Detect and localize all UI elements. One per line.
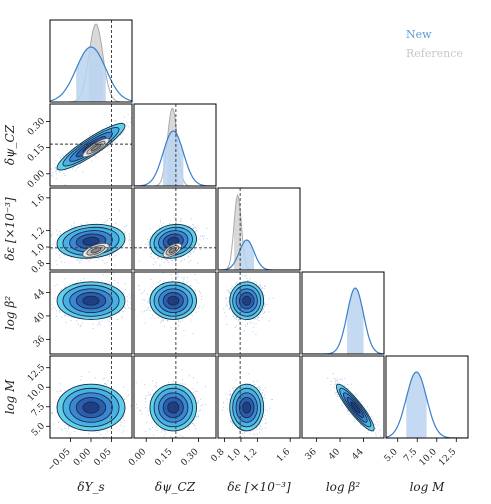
x-tick-label: 5.0	[383, 447, 400, 464]
y-tick-label: 0.15	[26, 142, 47, 163]
x-tick-label: 12.5	[437, 447, 458, 468]
contour-new-4	[82, 401, 100, 414]
marginal-1	[133, 103, 217, 187]
contour-new-4	[82, 295, 100, 306]
x-tick-label: 0.15	[153, 447, 174, 468]
new-density-curve	[302, 287, 384, 354]
panel-frame	[133, 103, 217, 187]
ref-density-curve	[218, 193, 300, 270]
new-density-curve	[386, 371, 468, 438]
panel-1-2	[133, 187, 217, 271]
y-tick-label: 0.30	[26, 116, 47, 137]
legend: New Reference	[406, 28, 463, 60]
y-tick-label: 36	[32, 334, 47, 349]
panel-1-4	[133, 355, 217, 439]
new-credible-band	[239, 240, 255, 270]
y-tick-label: 0.8	[30, 258, 47, 275]
ref-density-curve	[134, 107, 216, 186]
panel-frame	[49, 103, 133, 187]
y-axis-label: δε [×10⁻³]	[3, 197, 17, 261]
panel-2-3	[217, 271, 301, 355]
panel-frame	[217, 271, 301, 355]
panel-3-4	[301, 355, 385, 439]
legend-entry-0: New	[406, 28, 432, 41]
panel-frame	[49, 187, 133, 271]
y-tick-label: 1.6	[30, 193, 47, 210]
x-tick-label: 1.2	[242, 447, 259, 464]
y-tick-label: 44	[32, 287, 47, 302]
x-tick-label: 1.6	[275, 447, 292, 464]
new-density-curve	[218, 239, 300, 270]
x-tick-label: 0.00	[72, 447, 93, 468]
y-axis-label: log β²	[3, 296, 17, 330]
contour-new-4	[82, 236, 100, 246]
x-axis-label: log β²	[326, 480, 360, 494]
new-density-curve	[50, 46, 132, 102]
panel-frame	[133, 187, 217, 271]
x-tick-label: 0.05	[92, 447, 113, 468]
panel-frame	[301, 271, 385, 355]
x-axis-label: δε [×10⁻³]	[227, 480, 291, 494]
marginal-3	[301, 271, 385, 355]
contour-new-4	[167, 401, 180, 414]
new-credible-band	[76, 47, 106, 102]
marginal-4	[385, 355, 469, 439]
x-tick-label: 0.8	[209, 447, 226, 464]
panel-frame	[133, 355, 217, 439]
panel-0-4	[49, 355, 133, 439]
marginal-0	[49, 19, 133, 103]
contour-new-4	[167, 295, 180, 306]
contour-new-4	[242, 401, 252, 414]
y-axis-label: δψ_CZ	[3, 124, 17, 165]
x-tick-label: 0.30	[179, 447, 200, 468]
x-axis-label: δY_s	[77, 480, 104, 494]
panel-frame	[133, 271, 217, 355]
panel-frame	[301, 355, 385, 439]
contour-new-4	[350, 401, 361, 414]
x-tick-label: 40	[327, 447, 342, 462]
y-tick-label: 5.0	[30, 421, 47, 438]
panel-frame	[217, 355, 301, 439]
panel-0-3	[49, 271, 133, 355]
x-axis-label: log M	[410, 480, 446, 494]
x-tick-label: 36	[304, 447, 319, 462]
y-tick-label: 40	[32, 311, 47, 326]
x-tick-label: −0.05	[46, 447, 73, 474]
panel-frame	[385, 355, 469, 439]
y-tick-label: 0.00	[26, 169, 47, 190]
new-credible-band	[406, 372, 427, 438]
panel-frame	[49, 271, 133, 355]
x-tick-label: 0.00	[127, 447, 148, 468]
panel-0-1	[49, 103, 133, 187]
y-tick-label: 1.0	[30, 242, 47, 259]
y-axis-label: log M	[3, 379, 17, 415]
y-tick-label: 1.2	[30, 226, 47, 243]
panel-2-4	[217, 355, 301, 439]
marginal-2	[217, 187, 301, 271]
panel-1-3	[133, 271, 217, 355]
y-tick-label: 7.5	[30, 402, 47, 419]
x-axis-label: δψ_CZ	[155, 480, 196, 494]
new-credible-band	[163, 131, 184, 186]
y-tick-label: 12.5	[26, 363, 47, 384]
x-tick-label: 44	[350, 447, 365, 462]
panel-frame	[49, 19, 133, 103]
new-density-curve	[134, 130, 216, 186]
panel-frame	[217, 187, 301, 271]
x-tick-label: 1.0	[226, 447, 243, 464]
contour-new-4	[242, 295, 252, 306]
legend-entry-1: Reference	[406, 47, 463, 60]
contour-ref-2	[90, 247, 102, 254]
new-credible-band	[347, 288, 364, 354]
panel-0-2	[49, 187, 133, 271]
x-tick-label: 10.0	[418, 447, 439, 468]
y-tick-label: 10.0	[26, 382, 47, 403]
